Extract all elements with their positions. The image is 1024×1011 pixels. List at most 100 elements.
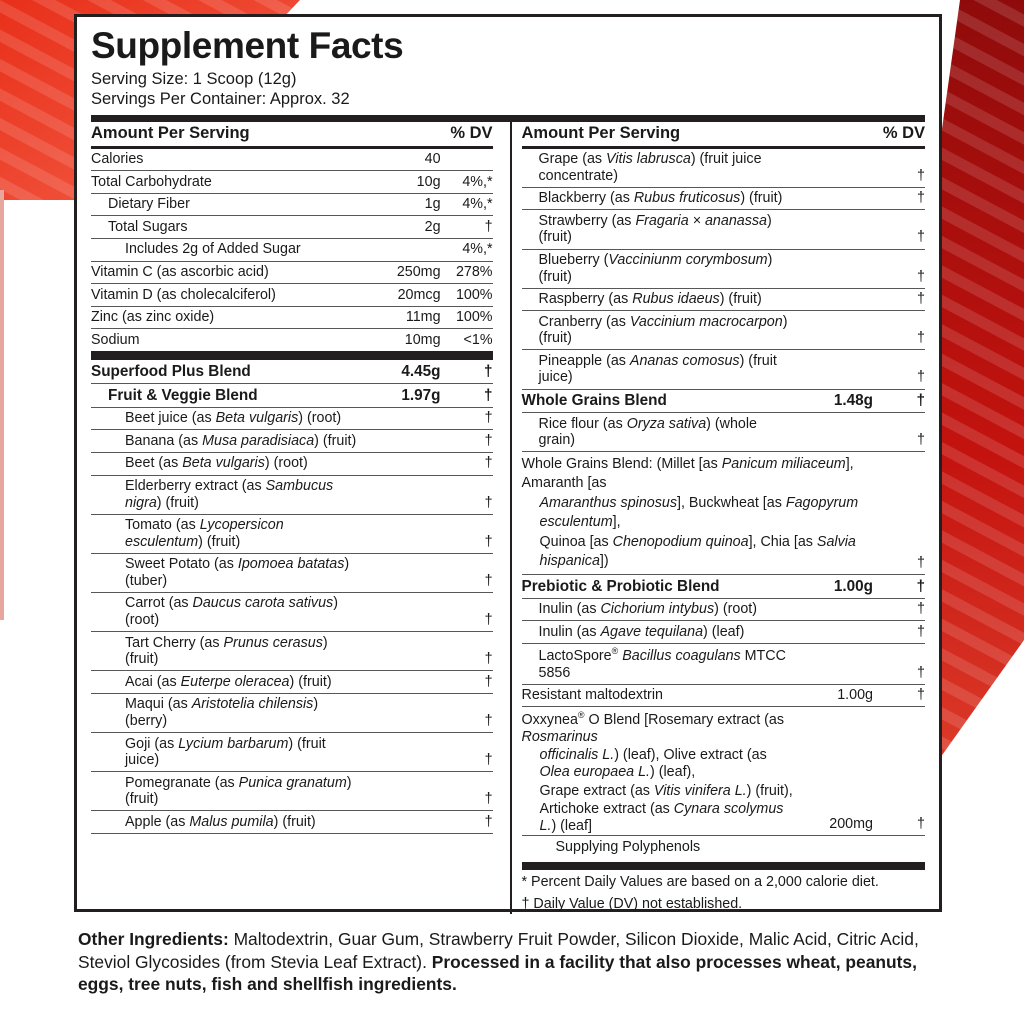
table-row: Carrot (as Daucus carota sativus) (root)…: [91, 592, 493, 633]
row-amount: [362, 553, 441, 593]
row-name: Cranberry (as Vaccinium macrocarpon) (fr…: [521, 310, 795, 351]
oxxynea-line-text: Oxxynea® O Blend [Rosemary extract (as R…: [521, 710, 785, 745]
row-amount: [362, 693, 441, 734]
row-daily-value: †: [440, 429, 493, 453]
servings-per-container: Servings Per Container: Approx. 32: [91, 89, 350, 108]
row-name: Tomato (as Lycopersicon esculentum) (fru…: [91, 514, 363, 554]
row-daily-value: †: [440, 350, 493, 385]
row-name: Blueberry (Vacciniunm corymbosum) (fruit…: [521, 249, 795, 289]
oxxynea-amount: [795, 746, 873, 781]
oxxynea-dv: [873, 707, 925, 746]
row-amount: 20mcg: [362, 283, 441, 307]
page-title: Supplement Facts: [91, 25, 404, 66]
right-table-header: Amount Per Serving % DV: [521, 121, 925, 149]
row-daily-value: †: [873, 288, 925, 312]
table-row: Pomegranate (as Punica granatum) (fruit)…: [91, 771, 493, 812]
table-row: Calories 40: [91, 147, 493, 172]
row-daily-value: †: [440, 407, 493, 431]
row-amount: [795, 598, 873, 622]
table-row: Prebiotic & Probiotic Blend 1.00g †: [521, 574, 925, 599]
row-daily-value: [440, 147, 493, 172]
left-blend-rows: Superfood Plus Blend 4.45g † Fruit & Veggie…: [91, 350, 493, 834]
row-amount: [362, 771, 441, 812]
oxxynea-line-text: Grape extract (as Vitis vinifera L.) (fr…: [539, 782, 793, 799]
row-amount: [795, 643, 873, 685]
grains-paragraph-text: Whole Grains Blend: (Millet [as Panicum …: [521, 451, 873, 576]
right-column: Amount Per Serving % DV Grape (as Vitis …: [519, 121, 926, 914]
row-amount: [362, 732, 441, 773]
oxxynea-line: Grape extract (as Vitis vinifera L.) (fr…: [522, 782, 926, 801]
oxxynea-line-text: officinalis L.) (leaf), Olive extract (a…: [539, 747, 767, 780]
row-amount: 1g: [362, 193, 441, 217]
row-amount: [362, 592, 441, 633]
row-name: Elderberry extract (as Sambucus nigra) (…: [91, 475, 363, 515]
oxxynea-amount: 200mg: [795, 800, 873, 837]
oxxynea-amount: [795, 707, 873, 746]
table-row: Tomato (as Lycopersicon esculentum) (fru…: [91, 514, 493, 554]
oxxynea-supplying-text: Supplying Polyphenols: [555, 838, 701, 855]
row-daily-value: †: [440, 810, 493, 834]
row-daily-value: †: [873, 598, 925, 622]
row-name: Beet juice (as Beta vulgaris) (root): [91, 407, 363, 431]
row-daily-value: 4%,*: [440, 193, 493, 217]
right-fruit-rows: Grape (as Vitis labrusca) (fruit juice c…: [521, 147, 925, 453]
row-daily-value: †: [873, 684, 925, 708]
table-row: Rice flour (as Oryza sativa) (whole grai…: [521, 412, 925, 453]
row-amount: 10g: [362, 170, 441, 194]
row-amount: [362, 670, 441, 694]
row-daily-value: †: [440, 514, 493, 554]
table-row: Blueberry (Vacciniunm corymbosum) (fruit…: [521, 249, 925, 289]
row-name: Resistant maltodextrin: [521, 684, 795, 708]
row-daily-value: †: [440, 452, 493, 476]
row-name: Raspberry (as Rubus idaeus) (fruit): [521, 288, 795, 312]
table-row: Resistant maltodextrin 1.00g †: [521, 684, 925, 708]
row-daily-value: †: [440, 670, 493, 694]
right-header-spacer: [795, 121, 873, 149]
row-amount: [362, 631, 441, 672]
table-row: Sweet Potato (as Ipomoea batatas) (tuber…: [91, 553, 493, 593]
supplement-facts-panel: Supplement Facts Serving Size: 1 Scoop (…: [74, 14, 942, 914]
row-amount: [795, 249, 873, 289]
row-amount: [795, 620, 873, 644]
table-row: Maqui (as Aristotelia chilensis) (berry)…: [91, 693, 493, 734]
row-amount: 1.00g: [795, 574, 873, 599]
table-row: Total Sugars 2g †: [91, 215, 493, 239]
oxxynea-dv: [873, 782, 925, 801]
row-name: Pomegranate (as Punica granatum) (fruit): [91, 771, 363, 812]
row-daily-value: †: [440, 553, 493, 593]
row-amount: [362, 429, 441, 453]
row-daily-value: †: [873, 249, 925, 289]
row-daily-value: 100%: [440, 306, 493, 330]
row-amount: [362, 452, 441, 476]
row-amount: [795, 209, 873, 250]
row-daily-value: †: [873, 389, 925, 414]
row-amount: 10mg: [362, 328, 441, 356]
row-daily-value: †: [873, 412, 925, 453]
right-nutrition-table: Amount Per Serving % DV Grape (as Vitis …: [521, 121, 926, 858]
row-name: Rice flour (as Oryza sativa) (whole grai…: [521, 412, 795, 453]
row-amount: [795, 412, 873, 453]
left-accent-line: [0, 190, 4, 620]
footnote-percent-dv: * Percent Daily Values are based on a 2,…: [521, 873, 879, 890]
other-ingredients: Other Ingredients: Maltodextrin, Guar Gu…: [78, 928, 944, 996]
row-name: Pineapple (as Ananas comosus) (fruit jui…: [521, 349, 795, 390]
row-name: Banana (as Musa paradisiaca) (fruit): [91, 429, 363, 453]
row-daily-value: <1%: [440, 328, 493, 356]
row-name: Inulin (as Cichorium intybus) (root): [521, 598, 795, 622]
row-amount: [795, 349, 873, 390]
oxxynea-amount: [795, 782, 873, 801]
table-row: Tart Cherry (as Prunus cerasus) (fruit) †: [91, 631, 493, 672]
oxxynea-supplying-row: Supplying Polyphenols: [522, 836, 926, 858]
row-daily-value: †: [440, 771, 493, 812]
row-name: Total Sugars: [91, 215, 363, 239]
row-amount: 250mg: [362, 261, 441, 285]
header-divider: [91, 114, 925, 122]
row-amount: [795, 288, 873, 312]
left-header-spacer: [362, 121, 441, 149]
oxxynea-dv: [873, 746, 925, 781]
left-nutrient-rows: Calories 40 Total Carbohydrate 10g 4%,* Dieta…: [91, 147, 493, 356]
table-row: Fruit & Veggie Blend 1.97g †: [91, 383, 493, 408]
table-row: Beet (as Beta vulgaris) (root) †: [91, 452, 493, 476]
row-name: Total Carbohydrate: [91, 170, 363, 194]
row-amount: 4.45g: [362, 350, 441, 385]
